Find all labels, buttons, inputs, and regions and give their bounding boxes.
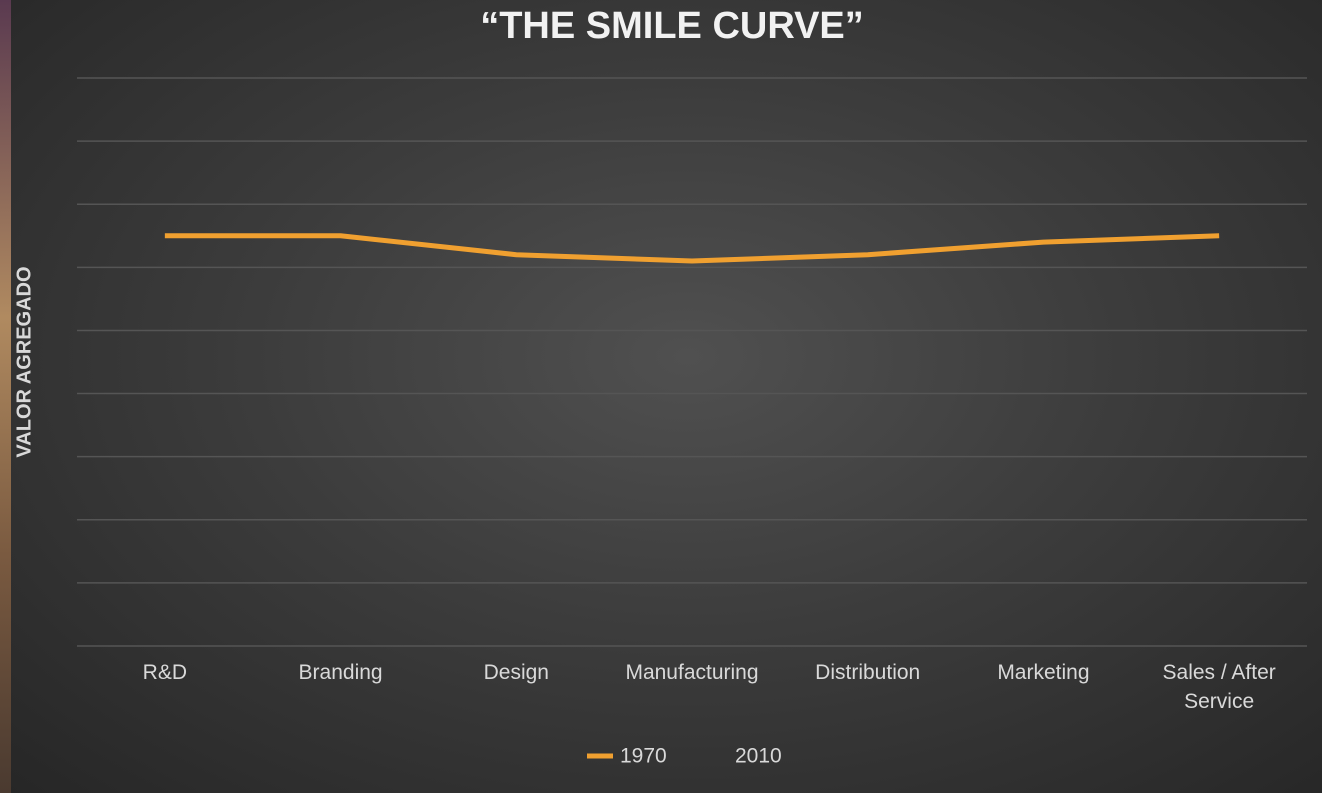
x-tick-label: Distribution	[815, 661, 921, 684]
x-tick-label: Design	[483, 661, 549, 684]
x-tick-label: Marketing	[997, 661, 1090, 684]
background-photo-edge	[0, 0, 11, 793]
x-tick-label: Manufacturing	[625, 661, 759, 684]
x-tick-label: Sales / After Service	[1162, 661, 1276, 713]
legend-label: 2010	[735, 745, 782, 768]
y-axis-label: VALOR AGREGADO	[13, 266, 35, 457]
chart-title: “THE SMILE CURVE”	[480, 5, 864, 47]
series-line	[164, 233, 1220, 264]
x-tick-label: Branding	[298, 661, 383, 684]
legend-label: 1970	[620, 745, 667, 768]
x-tick-label: R&D	[142, 661, 188, 684]
